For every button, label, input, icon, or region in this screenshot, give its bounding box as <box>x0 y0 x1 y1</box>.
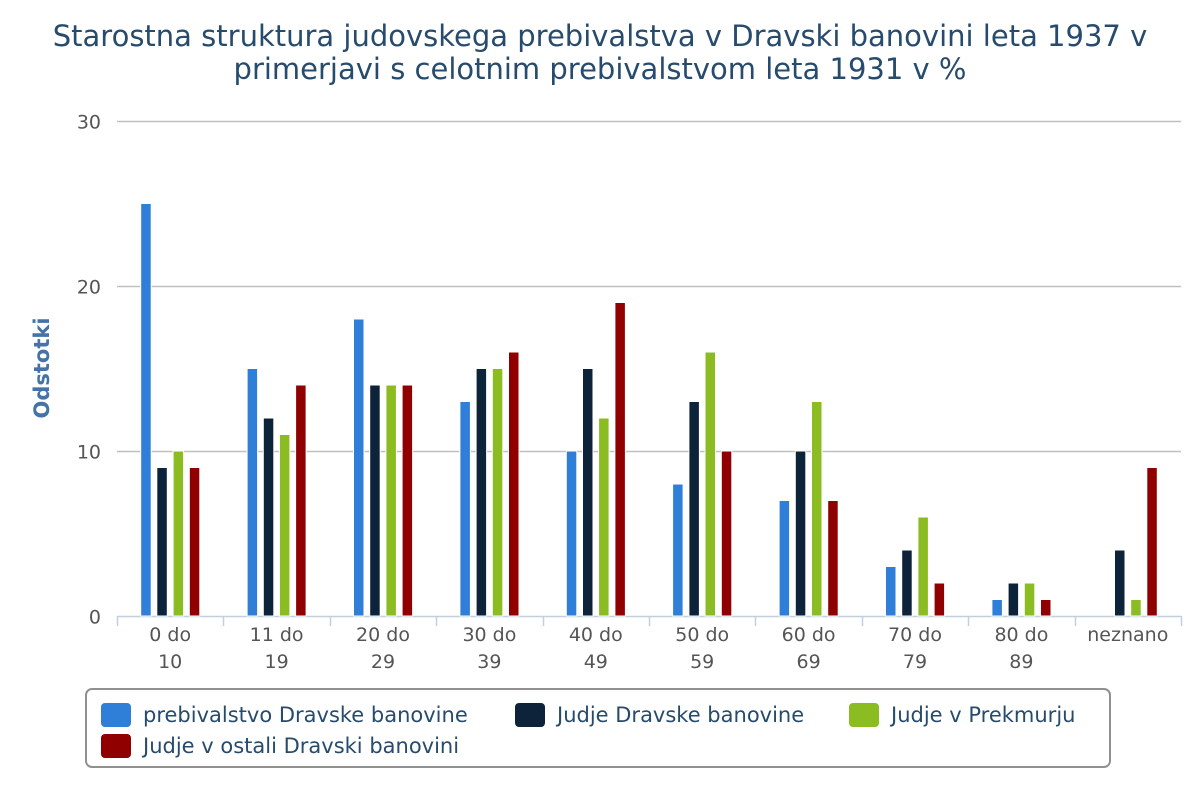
bar <box>778 500 791 617</box>
bar <box>385 384 397 617</box>
x-axis: 0 do 10 11 do 19 20 do 29 30 do 39 40 do 49 50 do 5… <box>116 615 1183 673</box>
bar <box>720 450 733 617</box>
bar <box>1146 467 1158 617</box>
bar <box>140 203 152 617</box>
y-axis-ticks: 0 10 20 30 <box>77 112 101 629</box>
bar <box>991 599 1003 617</box>
legend-item[interactable]: Judje Dravske banovine <box>515 702 804 728</box>
x-tick-label: 60 do 69 <box>782 624 836 673</box>
bar <box>369 384 381 617</box>
bar <box>1114 549 1126 617</box>
bar <box>172 450 185 617</box>
bar <box>475 368 488 617</box>
x-tick-label: 0 do 10 <box>149 624 191 673</box>
legend-swatch <box>101 734 131 758</box>
y-axis-title: Odstotki <box>30 317 54 418</box>
bar <box>885 566 897 617</box>
bar <box>188 467 201 617</box>
x-tick-label: 30 do 39 <box>462 624 516 673</box>
x-tick-label: 11 do 19 <box>250 624 304 673</box>
bar <box>401 384 414 617</box>
legend-swatch <box>849 703 879 727</box>
bar <box>1130 599 1142 617</box>
bar <box>811 401 823 617</box>
bar <box>917 516 929 617</box>
x-tick-label: neznano <box>1087 624 1168 646</box>
legend: prebivalstvo Dravske banovine Judje Dravs… <box>85 688 1111 768</box>
bar <box>1007 582 1020 617</box>
legend-swatch <box>515 703 545 727</box>
bar <box>508 351 520 617</box>
x-tick-label: 50 do 59 <box>675 624 729 673</box>
bar <box>827 500 839 617</box>
bar <box>156 467 168 617</box>
bar <box>491 368 504 617</box>
x-tick-label: 40 do 49 <box>569 624 623 673</box>
bar <box>353 318 365 617</box>
legend-label: Judje v ostali Dravski banovini <box>143 734 460 758</box>
bar <box>704 351 716 617</box>
bar <box>278 434 291 617</box>
bar <box>262 417 275 617</box>
bar <box>1023 582 1036 617</box>
chart-title: Starostna struktura judovskega prebivals… <box>52 19 1148 86</box>
bar <box>582 368 594 617</box>
legend-item[interactable]: Judje v Prekmurju <box>849 702 1075 728</box>
gridlines <box>117 120 1181 453</box>
bar <box>614 302 626 617</box>
bar <box>295 384 307 617</box>
legend-item[interactable]: Judje v ostali Dravski banovini <box>101 733 459 759</box>
bar <box>672 483 684 617</box>
bar <box>933 582 946 617</box>
bar <box>459 401 471 617</box>
bar <box>901 549 913 617</box>
x-tick-label: 20 do 29 <box>356 624 410 673</box>
bar <box>688 401 700 617</box>
bar <box>1040 599 1052 617</box>
x-tick-label: 80 do 89 <box>994 624 1048 673</box>
legend-label: Judje v Prekmurju <box>891 703 1076 727</box>
bar <box>598 417 610 617</box>
y-tick-label: 0 <box>89 607 101 629</box>
bar <box>794 450 807 617</box>
legend-item[interactable]: prebivalstvo Dravske banovine <box>101 702 468 728</box>
bar <box>565 450 578 617</box>
bars <box>140 203 1158 617</box>
legend-label: Judje Dravske banovine <box>557 703 805 727</box>
y-tick-label: 30 <box>77 112 101 134</box>
legend-swatch <box>101 703 131 727</box>
bar <box>246 368 259 617</box>
legend-label: prebivalstvo Dravske banovine <box>143 703 468 727</box>
x-tick-label: 70 do 79 <box>888 624 942 673</box>
y-tick-label: 10 <box>77 442 101 464</box>
y-tick-label: 20 <box>77 277 101 299</box>
